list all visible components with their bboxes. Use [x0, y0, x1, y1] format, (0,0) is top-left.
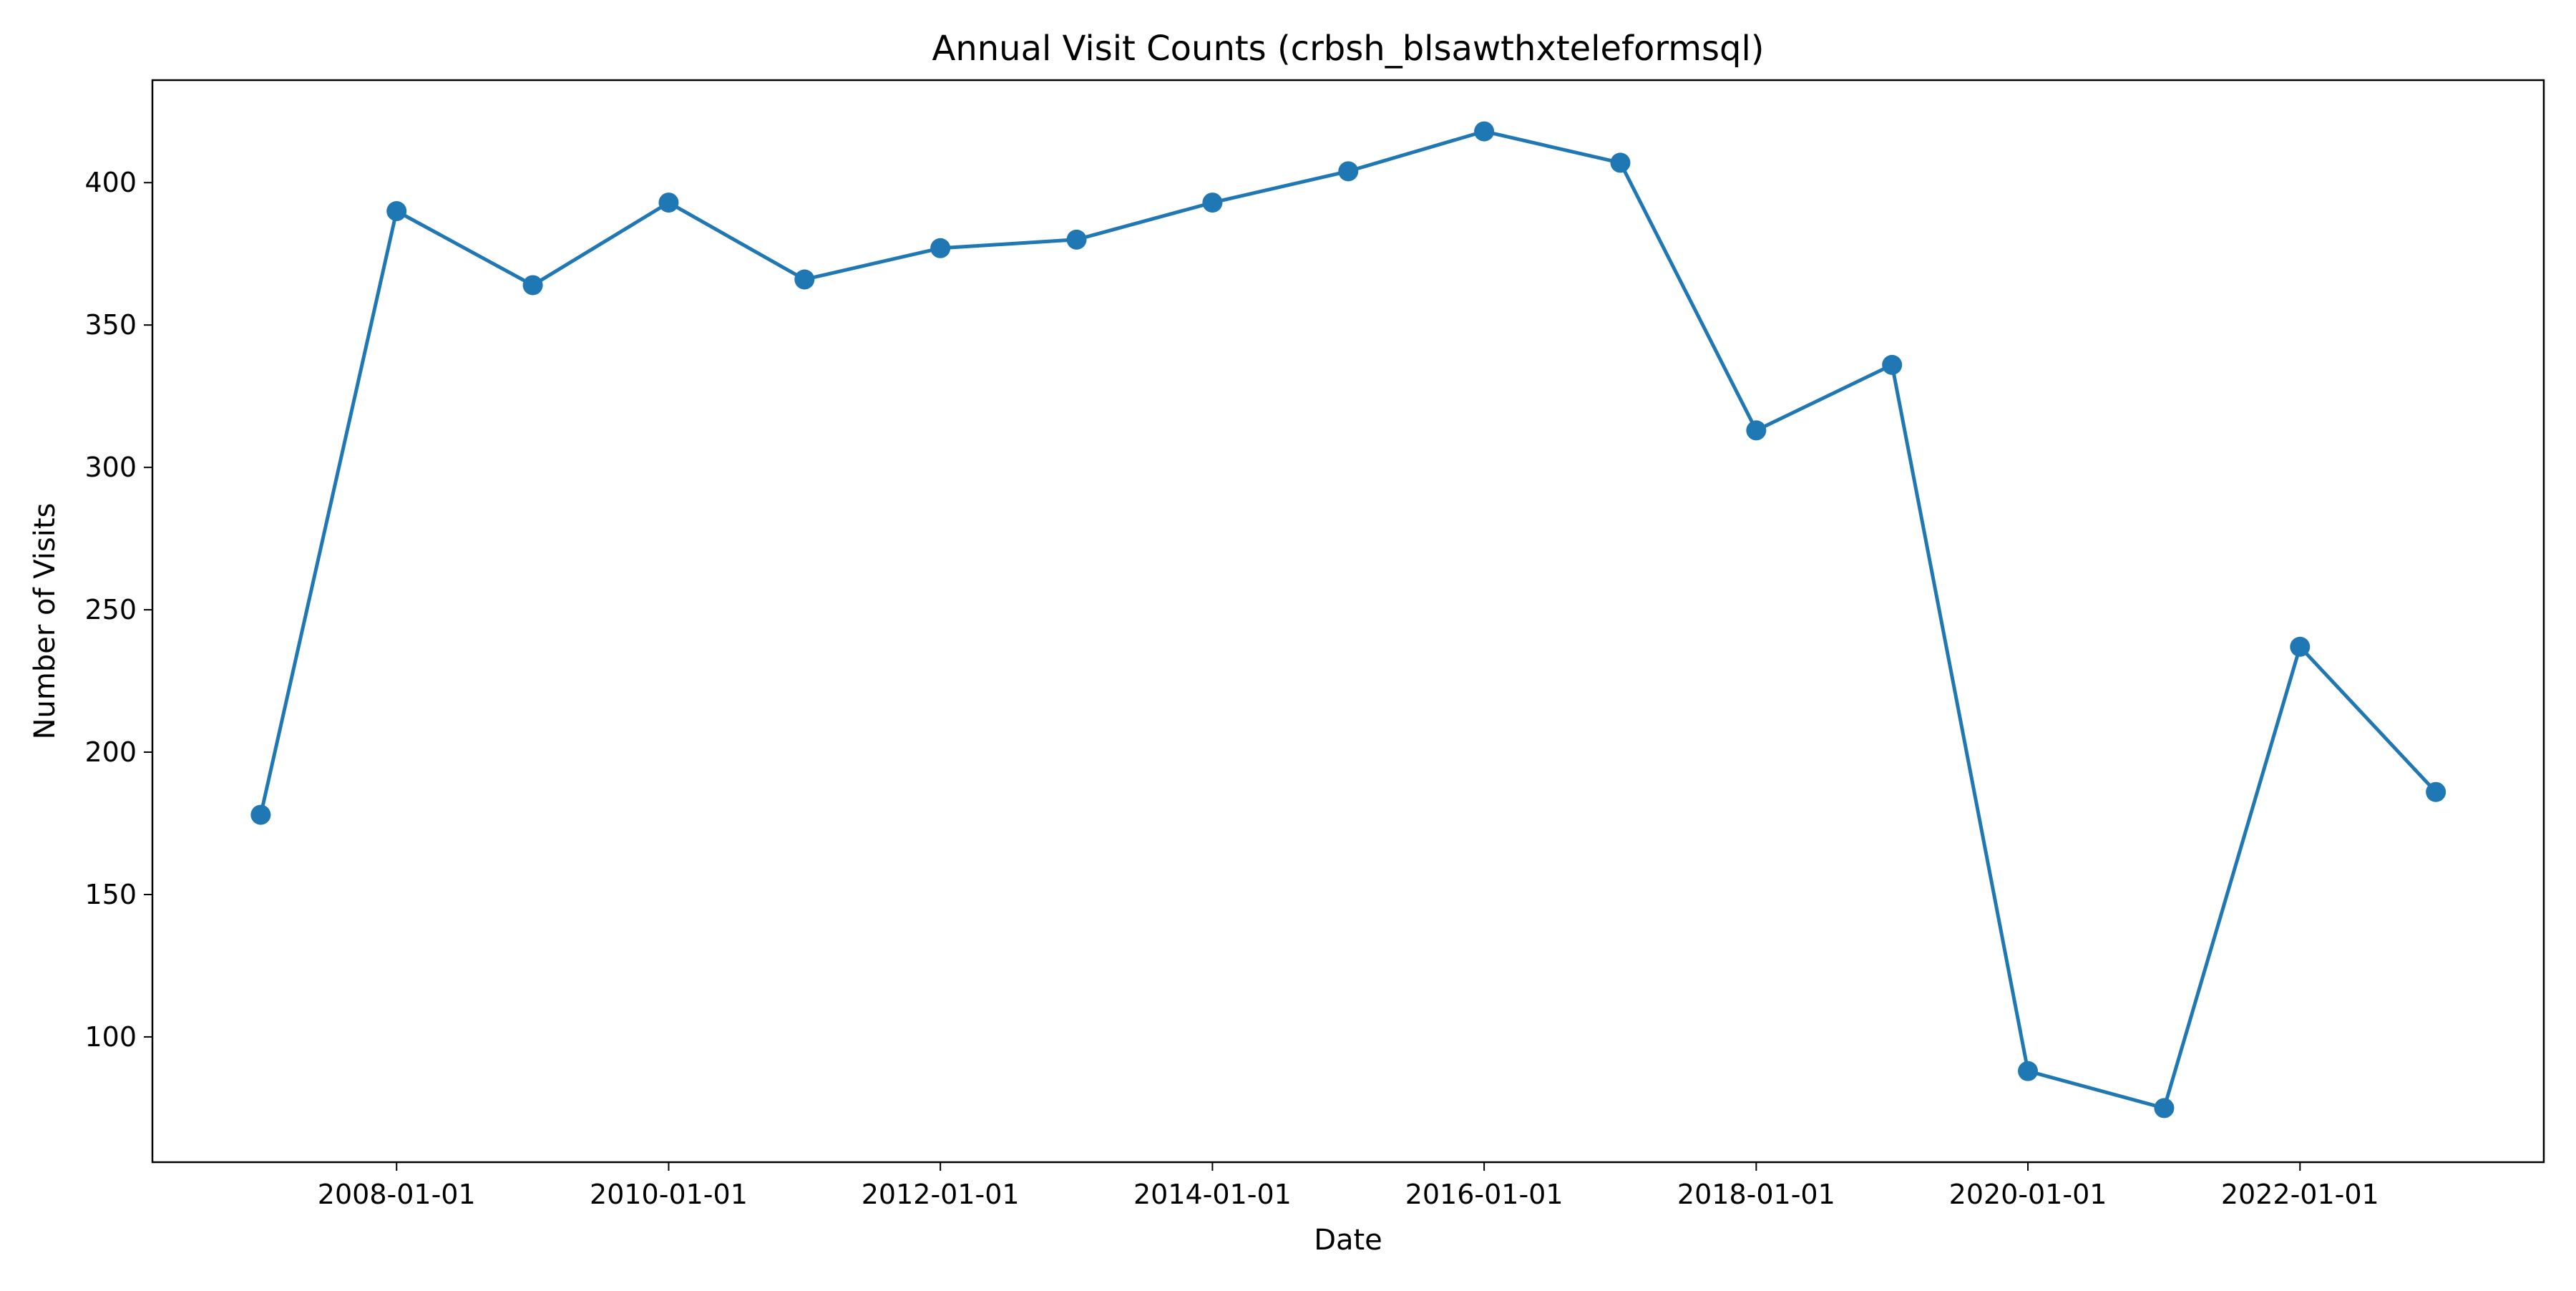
- y-tick-label: 250: [84, 594, 137, 625]
- x-axis: 2008-01-01 2010-01-01 2012-01-01 2014-01-01…: [318, 1162, 2379, 1210]
- y-tick-label: 150: [84, 879, 137, 910]
- data-point[interactable]: [930, 238, 951, 258]
- x-tick-label: 2014-01-01: [1133, 1179, 1292, 1210]
- plot-area: [250, 121, 2446, 1119]
- y-tick-label: 400: [84, 167, 137, 198]
- plot-frame: [151, 79, 2545, 1164]
- data-point[interactable]: [1338, 161, 1359, 182]
- data-point[interactable]: [2290, 636, 2311, 657]
- x-axis-label: Date: [1314, 1224, 1382, 1257]
- data-point[interactable]: [794, 269, 815, 290]
- x-tick-label: 2008-01-01: [318, 1179, 476, 1210]
- data-point[interactable]: [2154, 1098, 2175, 1119]
- x-tick-label: 2022-01-01: [2221, 1179, 2379, 1210]
- y-axis: 100 150 200 250 300 350 400: [84, 167, 152, 1053]
- x-tick-label: 2010-01-01: [590, 1179, 748, 1210]
- y-tick-label: 300: [84, 452, 137, 483]
- data-point[interactable]: [1882, 354, 1903, 375]
- data-point[interactable]: [658, 193, 679, 213]
- data-point[interactable]: [386, 201, 407, 222]
- x-tick-label: 2020-01-01: [1949, 1179, 2107, 1210]
- data-point[interactable]: [1610, 152, 1631, 173]
- data-point[interactable]: [2018, 1061, 2039, 1081]
- x-tick-label: 2018-01-01: [1677, 1179, 1835, 1210]
- data-point[interactable]: [1746, 420, 1767, 441]
- data-point[interactable]: [250, 804, 271, 825]
- series-line: [258, 130, 2438, 1110]
- data-point[interactable]: [1066, 229, 1087, 250]
- data-point[interactable]: [1202, 193, 1223, 213]
- x-tick-label: 2016-01-01: [1405, 1179, 1563, 1210]
- data-point[interactable]: [522, 275, 543, 296]
- data-point[interactable]: [1474, 121, 1495, 142]
- y-tick-label: 100: [84, 1021, 137, 1053]
- y-tick-label: 200: [84, 736, 137, 768]
- y-tick-label: 350: [84, 309, 137, 341]
- y-axis-label: Number of Visits: [29, 503, 62, 740]
- chart-title: Annual Visit Counts (crbsh_blsawthxtelef…: [932, 29, 1764, 69]
- data-point[interactable]: [2426, 781, 2446, 802]
- x-tick-label: 2012-01-01: [862, 1179, 1020, 1210]
